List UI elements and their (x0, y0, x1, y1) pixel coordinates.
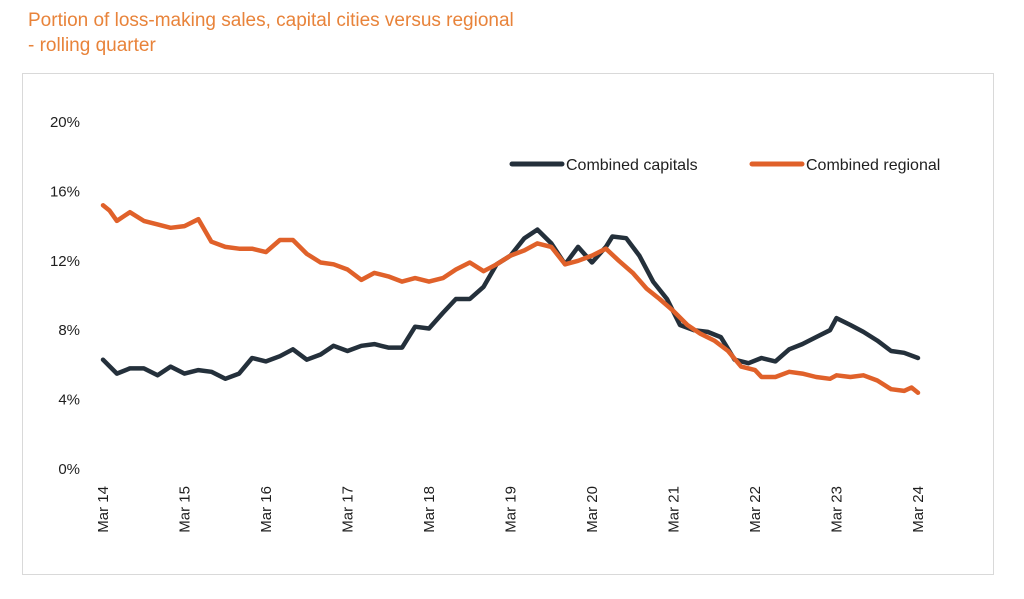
x-tick-label: Mar 21 (666, 486, 683, 533)
y-tick-label: 16% (50, 183, 80, 200)
chart-title-line-1: Portion of loss-making sales, capital ci… (28, 10, 514, 31)
y-tick-label: 4% (58, 392, 80, 409)
legend-label-combined-capitals: Combined capitals (566, 157, 698, 174)
x-tick-label: Mar 19 (503, 486, 520, 533)
x-tick-label: Mar 17 (340, 486, 357, 533)
x-tick-label: Mar 18 (421, 486, 438, 533)
y-tick-label: 8% (58, 322, 80, 339)
legend-label-combined-regional: Combined regional (806, 157, 940, 174)
chart-title: Portion of loss-making sales, capital ci… (28, 8, 728, 58)
y-tick-label: 0% (58, 461, 80, 478)
series-line-combined-regional (100, 203, 921, 395)
series-line-combined-capitals (100, 227, 921, 382)
x-tick-label: Mar 23 (829, 486, 846, 533)
y-tick-label: 20% (50, 114, 80, 131)
x-tick-label: Mar 20 (584, 486, 601, 533)
x-tick-label: Mar 22 (747, 486, 764, 533)
x-tick-label: Mar 16 (258, 486, 275, 533)
x-tick-label: Mar 24 (910, 486, 927, 533)
y-tick-label: 12% (50, 253, 80, 270)
x-tick-label: Mar 14 (95, 486, 112, 533)
x-tick-label: Mar 15 (177, 486, 194, 533)
chart-title-line-2: - rolling quarter (28, 35, 156, 56)
chart-frame (22, 73, 994, 575)
